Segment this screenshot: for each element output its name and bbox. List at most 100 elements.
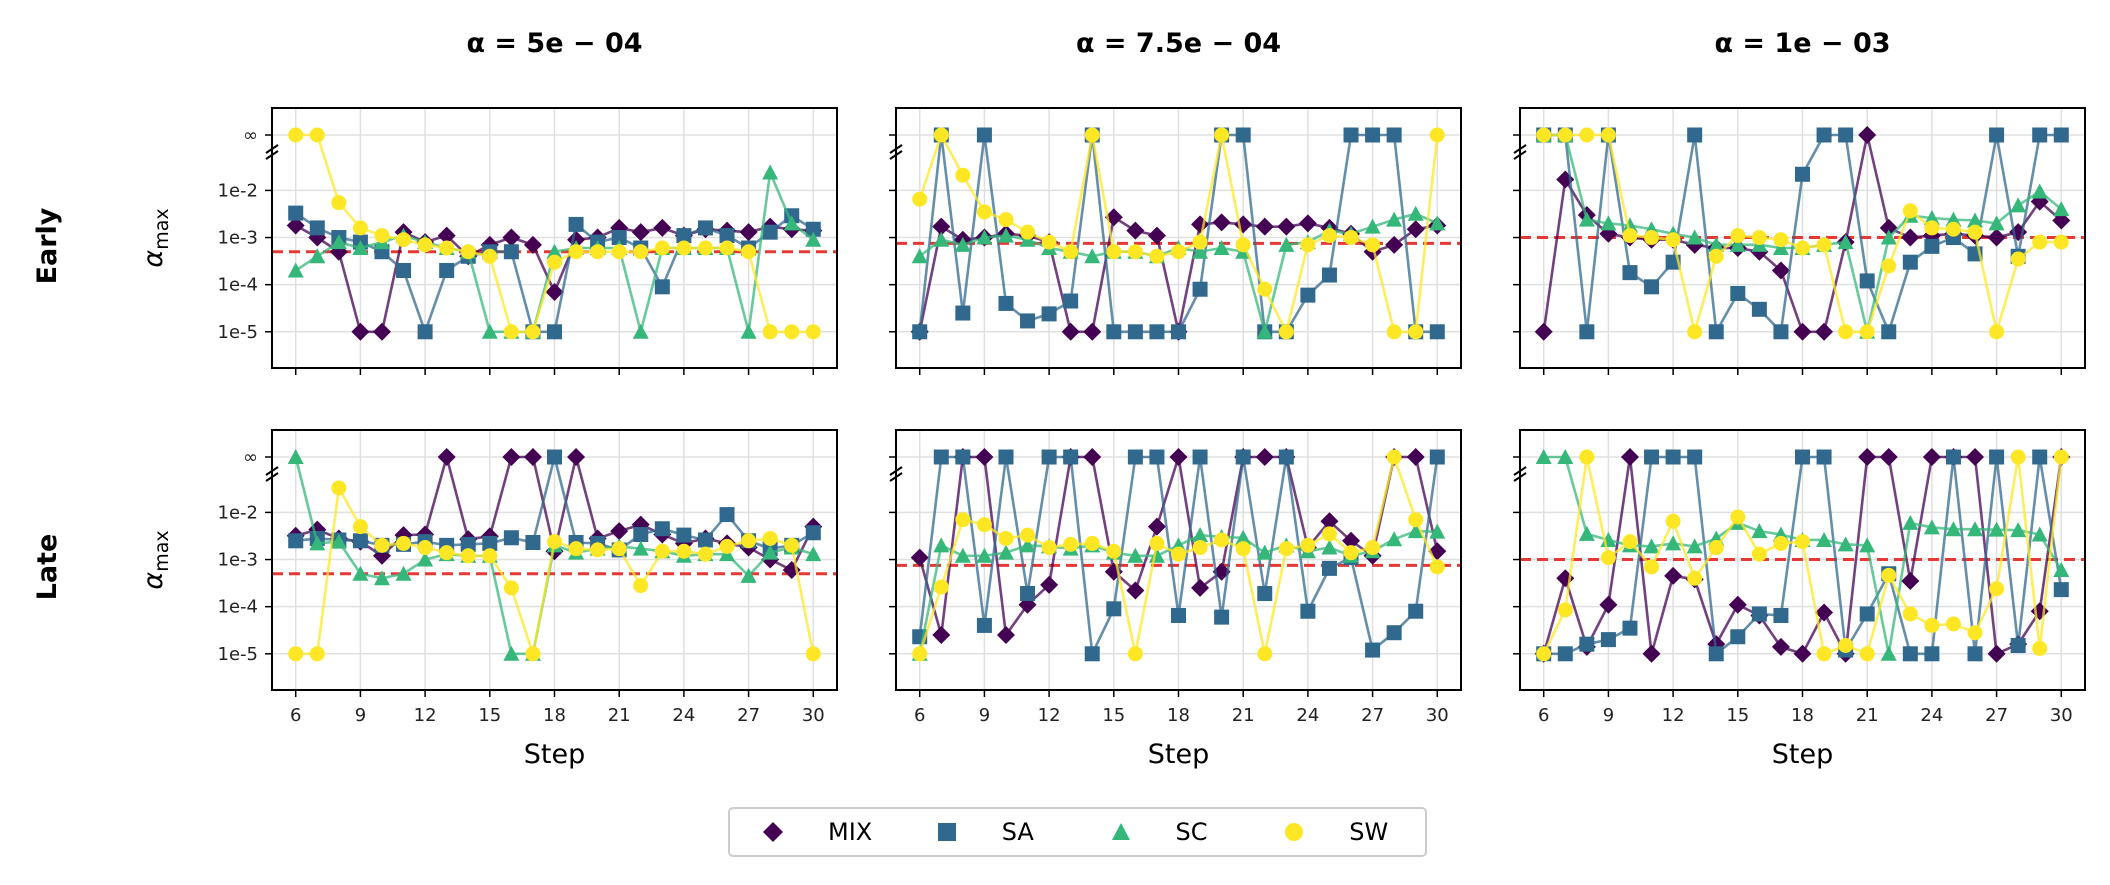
- data-point-sa: [762, 224, 778, 240]
- data-point-sw: [741, 244, 757, 260]
- data-point-sc: [1945, 521, 1962, 537]
- axis-break-mark: [1513, 150, 1527, 160]
- data-point-mix: [523, 448, 542, 466]
- legend: MIX SA SC SW: [728, 807, 1427, 857]
- data-point-sc: [1988, 521, 2005, 537]
- data-point-mix: [1728, 595, 1747, 614]
- data-point-sa: [568, 216, 584, 232]
- data-point-sw: [1041, 234, 1057, 250]
- data-point-sc: [1665, 535, 1682, 551]
- data-point-sc: [1902, 514, 1919, 530]
- data-point-sc: [933, 537, 950, 553]
- data-point-sa: [1600, 632, 1616, 648]
- data-point-sw: [1924, 617, 1940, 633]
- data-point-mix: [1879, 448, 1898, 466]
- data-point-sw: [1429, 559, 1445, 575]
- data-point-sa: [1063, 449, 1079, 465]
- x-axis-label: Step: [1772, 739, 1833, 770]
- data-point-sw: [2053, 449, 2069, 465]
- data-point-sc: [954, 547, 971, 563]
- data-point-sa: [912, 324, 928, 340]
- axis-break-mark: [1513, 466, 1527, 476]
- legend-label: SA: [1001, 818, 1034, 846]
- data-point-sc: [1643, 538, 1660, 554]
- data-point-sw: [1257, 281, 1273, 297]
- data-point-sc: [997, 544, 1014, 560]
- data-point-sw: [1967, 224, 1983, 240]
- data-point-mix: [1771, 637, 1790, 656]
- data-point-mix: [932, 217, 951, 236]
- data-point-sw: [1214, 127, 1230, 143]
- x-tick-label: 30: [1426, 705, 1449, 726]
- data-point-sc: [976, 547, 993, 563]
- x-tick-label: 12: [414, 705, 437, 726]
- data-point-sa: [1644, 279, 1660, 295]
- data-point-sc: [2053, 201, 2070, 217]
- data-point-sa: [1751, 606, 1767, 622]
- data-point-sw: [912, 191, 928, 207]
- data-point-mix: [502, 448, 521, 466]
- data-point-sw: [482, 248, 498, 264]
- data-point-mix: [996, 626, 1015, 645]
- x-tick-label: 9: [979, 705, 990, 726]
- subplot-3: α = 1e − 03: [1513, 28, 2086, 375]
- data-point-sc: [632, 323, 649, 339]
- data-point-mix: [1642, 644, 1661, 663]
- y-tick-label: 1e-2: [218, 180, 258, 201]
- data-point-sa: [805, 525, 821, 541]
- data-point-sw: [762, 530, 778, 546]
- data-point-mix: [437, 448, 456, 466]
- x-tick-label: 9: [355, 705, 366, 726]
- data-point-sc: [1535, 449, 1552, 464]
- data-point-sc: [1600, 215, 1617, 231]
- x-tick-label: 9: [1603, 705, 1614, 726]
- data-point-sc: [1278, 236, 1295, 252]
- data-point-sw: [1300, 237, 1316, 253]
- data-point-sa: [2032, 449, 2048, 465]
- data-point-sa: [1773, 324, 1789, 340]
- data-point-sa: [2053, 582, 2069, 598]
- data-point-sw: [2032, 640, 2048, 656]
- legend-item-sc: SC: [1078, 809, 1252, 855]
- data-point-sw: [1816, 237, 1832, 253]
- data-point-mix: [1815, 322, 1834, 341]
- data-point-sw: [676, 240, 692, 256]
- data-point-sc: [1386, 531, 1403, 547]
- triangle-icon: [1106, 817, 1136, 847]
- data-point-sw: [525, 324, 541, 340]
- data-point-sa: [1084, 646, 1100, 662]
- legend-label: SC: [1175, 818, 1208, 846]
- x-tick-label: 21: [1856, 705, 1879, 726]
- data-point-mix: [502, 228, 521, 247]
- data-point-sw: [1106, 244, 1122, 260]
- data-point-sw: [1924, 220, 1940, 236]
- data-point-mix: [1793, 644, 1812, 663]
- data-point-sw: [503, 580, 519, 596]
- data-point-sw: [998, 530, 1014, 546]
- y-tick-label: 1e-5: [218, 644, 258, 665]
- data-point-sw: [1644, 559, 1660, 575]
- data-point-sc: [1407, 205, 1424, 221]
- data-point-sw: [1536, 646, 1552, 662]
- data-point-mix: [1815, 603, 1834, 622]
- data-point-sw: [288, 646, 304, 662]
- data-point-sw: [1708, 248, 1724, 264]
- data-point-sa: [1708, 324, 1724, 340]
- x-tick-label: 12: [1038, 705, 1061, 726]
- axis-break-mark: [889, 144, 903, 154]
- data-point-sw: [697, 546, 713, 562]
- data-point-sc: [1686, 229, 1703, 245]
- data-point-mix: [2030, 602, 2049, 621]
- data-point-mix: [1126, 581, 1145, 600]
- data-point-sa: [1386, 127, 1402, 143]
- data-point-mix: [1858, 126, 1877, 144]
- y-tick-label: ∞: [243, 125, 258, 146]
- data-point-sc: [1256, 544, 1273, 560]
- data-point-sa: [503, 244, 519, 260]
- data-point-sw: [1343, 545, 1359, 561]
- data-point-sc: [1321, 539, 1338, 555]
- data-point-sc: [1364, 218, 1381, 234]
- x-tick-label: 15: [1102, 705, 1125, 726]
- data-point-sw: [1321, 526, 1337, 542]
- data-point-mix: [739, 223, 758, 242]
